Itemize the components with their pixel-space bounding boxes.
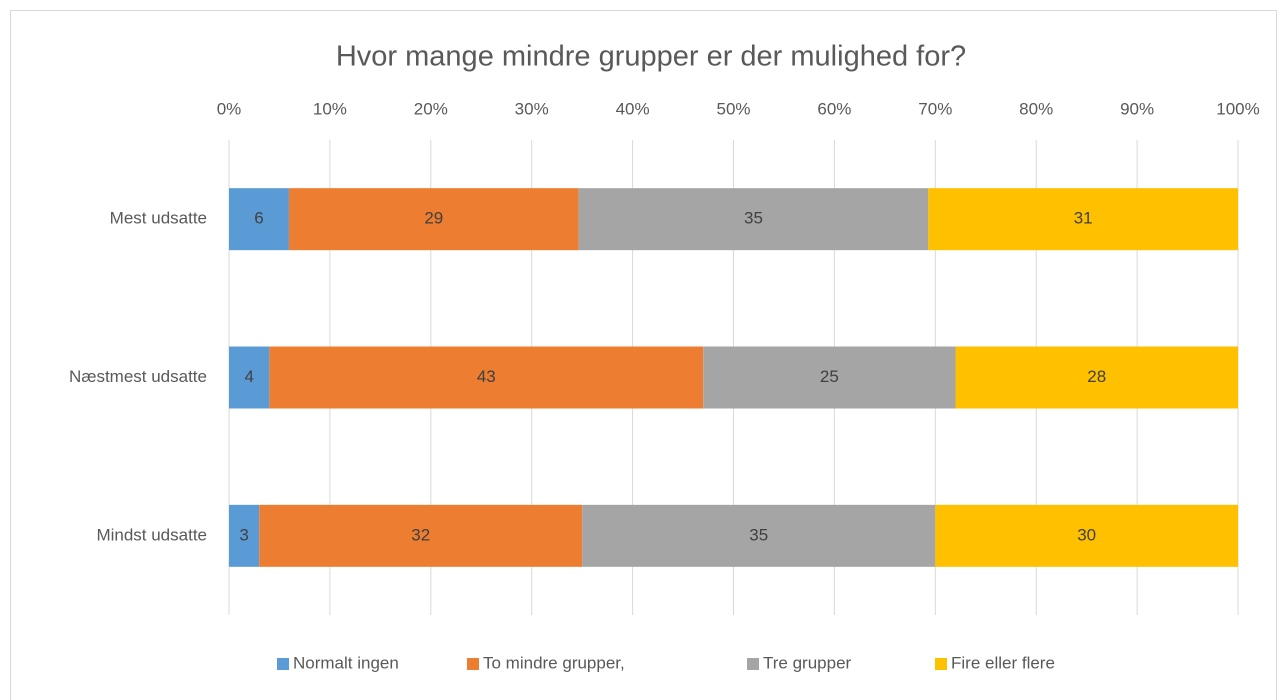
legend-swatch bbox=[467, 658, 479, 670]
data-label: 29 bbox=[424, 209, 443, 228]
legend-swatch bbox=[747, 658, 759, 670]
bar-segment bbox=[955, 346, 1238, 409]
bar-segment bbox=[269, 346, 704, 409]
bar-segment bbox=[229, 504, 260, 567]
data-label: 43 bbox=[477, 367, 496, 386]
data-label: 32 bbox=[411, 525, 430, 544]
legend-label: To mindre grupper, bbox=[483, 653, 625, 672]
bar-segment bbox=[928, 188, 1238, 251]
data-label: 6 bbox=[254, 209, 263, 228]
x-tick-label: 80% bbox=[1019, 99, 1053, 118]
x-tick-label: 30% bbox=[515, 99, 549, 118]
legend-label: Tre grupper bbox=[763, 653, 852, 672]
x-tick-label: 50% bbox=[716, 99, 750, 118]
bar-segment bbox=[578, 188, 929, 251]
data-label: 4 bbox=[244, 367, 253, 386]
x-tick-label: 40% bbox=[616, 99, 650, 118]
legend-label: Fire eller flere bbox=[951, 653, 1055, 672]
data-label: 35 bbox=[744, 209, 763, 228]
y-tick-label: Mest udsatte bbox=[110, 209, 207, 228]
bar-segment bbox=[259, 504, 583, 567]
bar-segment bbox=[935, 504, 1238, 567]
x-tick-label: 0% bbox=[217, 99, 242, 118]
x-tick-label: 10% bbox=[313, 99, 347, 118]
data-label: 28 bbox=[1087, 367, 1106, 386]
chart-title: Hvor mange mindre grupper er der mulighe… bbox=[336, 41, 966, 73]
y-tick-label: Mindst udsatte bbox=[96, 525, 207, 544]
bar-segment bbox=[229, 188, 289, 251]
data-label: 30 bbox=[1077, 525, 1096, 544]
data-label: 25 bbox=[820, 367, 839, 386]
x-tick-label: 60% bbox=[817, 99, 851, 118]
bar-segment bbox=[229, 346, 270, 409]
bar-segment bbox=[582, 504, 936, 567]
data-label: 35 bbox=[749, 525, 768, 544]
x-tick-label: 90% bbox=[1120, 99, 1154, 118]
legend-swatch bbox=[935, 658, 947, 670]
data-label: 3 bbox=[239, 525, 248, 544]
legend-swatch bbox=[277, 658, 289, 670]
legend-label: Normalt ingen bbox=[293, 653, 399, 672]
bar-segment bbox=[288, 188, 579, 251]
y-tick-label: Næstmest udsatte bbox=[69, 367, 207, 386]
data-label: 31 bbox=[1074, 209, 1093, 228]
x-tick-label: 100% bbox=[1216, 99, 1259, 118]
bar-segment bbox=[703, 346, 956, 409]
x-tick-label: 70% bbox=[918, 99, 952, 118]
x-tick-label: 20% bbox=[414, 99, 448, 118]
